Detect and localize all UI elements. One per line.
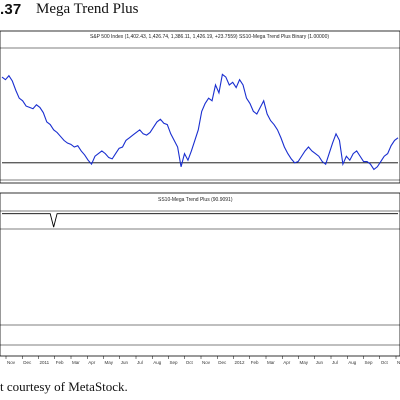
upper-panel-frame [0,30,400,184]
upper-panel-title: S&P 500 Index (1,402.43, 1,426.74, 1,386… [90,34,329,40]
figure-title: Mega Trend Plus [36,1,139,17]
lower-panel: SS10-Mega Trend Plus (90.9091) [0,192,400,357]
x-tick-label: May [105,360,114,365]
x-tick-label: Mar [72,360,80,365]
x-tick-label: Jun [121,360,129,365]
x-tick-label: Mar [267,360,275,365]
x-tick-label: Apr [88,360,96,365]
x-axis: Nov Dec 2011 Feb Mar Apr May Jun Jul Aug Sep Oct Nov… [5,356,400,365]
x-tick-label: 2011 [40,360,50,365]
x-tick-label: Sep [365,360,374,365]
indicator-line [2,213,398,228]
figure-number: .37 [0,1,22,18]
x-tick-label: Aug [348,360,357,365]
x-tick-label: Feb [56,360,64,365]
x-tick-label: Dec [23,360,32,365]
upper-series-group [1,73,399,171]
x-tick-label: Nov [397,360,400,365]
x-tick-label: Jun [316,360,324,365]
figure-caption: t courtesy of MetaStock. [0,379,128,394]
x-tick-label: Dec [218,360,227,365]
x-tick-label: May [300,360,309,365]
x-tick-label: Jul [332,360,338,365]
x-tick-label: Aug [153,360,162,365]
x-tick-label: Oct [381,360,389,365]
x-tick-label: Oct [186,360,194,365]
x-tick-label: Jul [137,360,143,365]
x-tick-label: Feb [251,360,259,365]
lower-panel-frame [0,192,400,357]
lower-panel-title: SS10-Mega Trend Plus (90.9091) [158,197,233,203]
lower-series-group [2,213,398,228]
x-tick-label: Nov [202,360,211,365]
figure-header: .37 Mega Trend Plus [0,0,400,26]
x-tick-label: Apr [283,360,291,365]
x-tick-label: Sep [170,360,179,365]
x-tick-label: Nov [7,360,16,365]
upper-panel: S&P 500 Index (1,402.43, 1,426.74, 1,386… [0,30,400,184]
price-line [1,73,399,171]
x-tick-label: 2012 [235,360,246,365]
